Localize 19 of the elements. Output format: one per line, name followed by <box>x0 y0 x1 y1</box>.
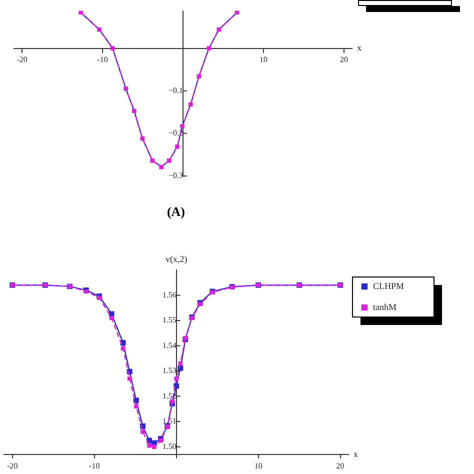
y-tick-label: 1.50 <box>162 442 176 451</box>
text: (A) <box>166 204 186 220</box>
x-tick-label: -20 <box>7 461 18 470</box>
x-axis-title: x <box>353 448 358 459</box>
x-axis-title: x <box>357 42 362 53</box>
x-tick-label: -10 <box>97 55 108 64</box>
x-tick-label: 10 <box>259 55 268 64</box>
y-tick-label: 1.55 <box>162 316 176 325</box>
x-tick-label: -20 <box>16 55 28 64</box>
y-tick-label: −0.1 <box>168 86 183 95</box>
y-tick-label: 1.53 <box>162 366 176 376</box>
x-tick-label: 20 <box>340 55 348 64</box>
y-tick-label: −0.3 <box>168 171 183 180</box>
x-tick-label: 10 <box>254 461 262 470</box>
y-axis-title: v(x,2) <box>165 254 188 264</box>
legend-label: CLHPM <box>372 280 404 291</box>
x-tick-label: 20 <box>336 461 344 470</box>
x-tick-label: -10 <box>89 461 100 470</box>
legend-label: tanhM <box>372 302 396 312</box>
